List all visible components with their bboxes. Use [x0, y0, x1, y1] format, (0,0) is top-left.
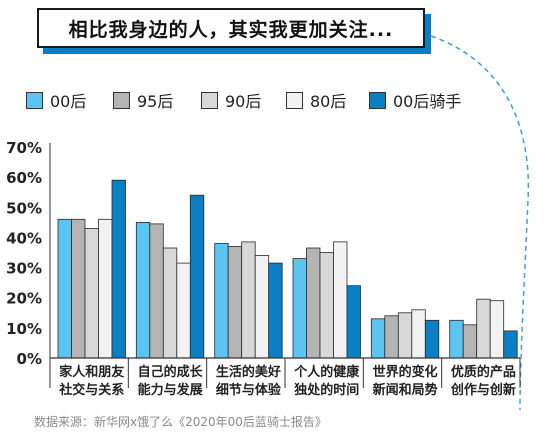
bar — [449, 319, 464, 359]
bar — [370, 318, 386, 359]
legend-label: 00后 — [50, 92, 87, 111]
bar — [333, 241, 348, 359]
legend-swatch — [113, 91, 130, 109]
x-category-label: 能力与发展 — [138, 382, 204, 398]
bar — [135, 221, 151, 359]
bar — [189, 194, 205, 359]
bar — [476, 298, 491, 359]
legend-swatch — [369, 91, 386, 109]
y-tick-label: 60% — [6, 169, 42, 187]
x-category-label: 家人和朋友 — [59, 364, 124, 380]
bar — [462, 324, 478, 359]
bar — [268, 262, 283, 359]
bar — [162, 247, 178, 359]
legend-item: 00后 — [26, 88, 86, 112]
legend-label: 90后 — [225, 92, 262, 111]
page-title: 相比我身边的人，其实我更加关注... — [68, 18, 394, 41]
bar — [84, 227, 99, 359]
y-tick-label: 20% — [6, 290, 42, 308]
bar — [411, 309, 426, 359]
legend-item: 80后 — [286, 88, 346, 112]
y-tick-label: 10% — [6, 320, 42, 338]
x-category-label: 生活的美好 — [216, 364, 281, 380]
bar — [397, 312, 413, 359]
bar — [176, 262, 191, 359]
bar — [346, 285, 361, 359]
y-tick-label: 50% — [6, 199, 42, 217]
x-category-label: 新闻和局势 — [373, 382, 438, 398]
bar — [57, 218, 72, 359]
x-category-label: 创作与创新 — [450, 382, 516, 398]
legend-label: 00后骑手 — [393, 92, 462, 111]
bar — [98, 218, 113, 359]
bar — [227, 246, 243, 359]
bar — [149, 223, 164, 359]
x-category-label: 自己的成长 — [138, 364, 204, 380]
source-note: 数据来源：新华网x饿了么《2020年00后蓝骑士报告》 — [34, 415, 327, 429]
x-category-label: 独处的时间 — [294, 382, 359, 398]
legend-item: 95后 — [113, 88, 173, 112]
legend-label: 80后 — [310, 92, 347, 111]
y-tick-label: 30% — [6, 260, 42, 278]
x-category-label: 个人的健康 — [293, 364, 360, 380]
bar — [292, 258, 307, 359]
bar — [424, 319, 440, 359]
bar — [214, 243, 229, 359]
bar — [254, 255, 270, 359]
bar — [503, 330, 518, 359]
bar — [241, 241, 256, 359]
bar — [71, 218, 86, 359]
legend-item: 90后 — [201, 88, 261, 112]
legend-item: 00后骑手 — [369, 88, 461, 112]
legend-swatch — [26, 91, 43, 109]
y-tick-label: 40% — [6, 229, 42, 247]
x-category-label: 社交与关系 — [58, 382, 124, 398]
title-box: 相比我身边的人，其实我更加关注... — [37, 8, 425, 48]
legend-label: 95后 — [137, 92, 174, 111]
bar — [319, 252, 334, 359]
legend-swatch — [286, 91, 303, 109]
y-tick-label: 0% — [17, 350, 42, 368]
x-category-label: 优质的产品 — [451, 364, 516, 380]
x-category-label: 世界的变化 — [373, 364, 438, 380]
bar — [489, 300, 505, 359]
bar — [306, 247, 321, 359]
y-tick-label: 70% — [6, 139, 42, 157]
bar — [384, 315, 399, 359]
legend-swatch — [201, 91, 218, 109]
bar — [111, 179, 126, 359]
x-category-label: 细节与体验 — [216, 382, 282, 398]
